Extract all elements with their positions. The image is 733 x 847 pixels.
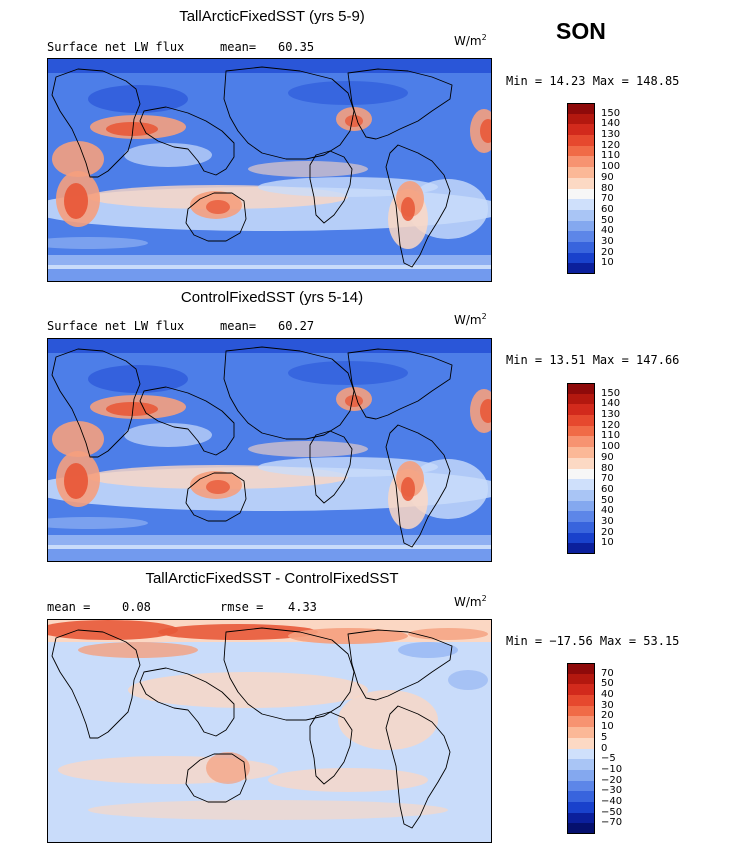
colorbar-frame — [567, 383, 595, 554]
panel-2-mean-value: 60.27 — [278, 319, 315, 333]
colorbar-tick-label: 50 — [601, 214, 614, 226]
colorbar-tick-label: −40 — [601, 795, 623, 807]
colorbar-tick-label: 130 — [601, 409, 621, 421]
colorbar-tick-label: −30 — [601, 785, 623, 797]
colorbar-tick-label: 140 — [601, 118, 621, 130]
colorbar-tick-label: 20 — [601, 246, 614, 258]
coastlines — [51, 346, 453, 548]
colorbar-tick-label: 20 — [601, 710, 614, 722]
panel-3-rmse-value: 4.33 — [288, 600, 317, 614]
colorbar-tick-label: 90 — [601, 171, 614, 183]
map-field — [48, 59, 491, 281]
colorbar-tick-label: 30 — [601, 699, 614, 711]
colorbar-tick-label: 100 — [601, 161, 621, 173]
colorbar-tick-label: −10 — [601, 763, 623, 775]
colorbar-tick-label: 40 — [601, 505, 614, 517]
colorbar-tick-label: 90 — [601, 451, 614, 463]
panel-2-minmax: Min = 13.51 Max = 147.66 — [506, 353, 680, 367]
colorbar-tick-label: 130 — [601, 129, 621, 141]
colorbar-tick-label: 70 — [601, 667, 614, 679]
colorbar-tick-label: 70 — [601, 473, 614, 485]
panel-1-mean-label: mean= — [220, 40, 257, 54]
colorbar-tick-label: −20 — [601, 774, 623, 786]
colorbar-tick-label: 80 — [601, 462, 614, 474]
panel-2-map — [47, 338, 492, 562]
panel-2-variable-label: Surface net LW flux — [47, 319, 185, 333]
panel-3-rmse-label: rmse = — [220, 600, 264, 614]
panel-1-mean-value: 60.35 — [278, 40, 315, 54]
coastlines — [51, 627, 453, 829]
colorbar-tick-label: 20 — [601, 526, 614, 538]
panel-1-minmax: Min = 14.23 Max = 148.85 — [506, 74, 680, 88]
colorbar-tick-label: 40 — [601, 689, 614, 701]
panel-3-units: W/m2 — [454, 594, 487, 609]
season-label: SON — [556, 18, 606, 44]
colorbar-tick-label: −70 — [601, 817, 623, 829]
colorbar-tick-label: 150 — [601, 387, 621, 399]
colorbar-tick-label: 10 — [601, 257, 614, 269]
colorbar-frame — [567, 103, 595, 274]
colorbar-tick-label: 30 — [601, 235, 614, 247]
panel-3-title: TallArcticFixedSST - ControlFixedSST — [145, 570, 399, 587]
colorbar-tick-label: 30 — [601, 515, 614, 527]
colorbar-tick-label: 0 — [601, 742, 608, 754]
colorbar-tick-label: 50 — [601, 494, 614, 506]
panel-3-minmax: Min = −17.56 Max = 53.15 — [506, 634, 680, 648]
map-field — [48, 339, 491, 561]
panel-1-map — [47, 58, 492, 282]
panel-2-mean-label: mean= — [220, 319, 257, 333]
panel-3-mean-label: mean = — [47, 600, 91, 614]
colorbar-tick-label: 110 — [601, 430, 621, 442]
colorbar-tick-label: 80 — [601, 182, 614, 194]
colorbar-tick-label: −5 — [601, 753, 616, 765]
colorbar-tick-label: 10 — [601, 537, 614, 549]
colorbar-tick-label: 10 — [601, 721, 614, 733]
panel-2-title: ControlFixedSST (yrs 5-14) — [180, 289, 364, 306]
colorbar-tick-label: 5 — [601, 731, 608, 743]
colorbar-tick-label: 60 — [601, 203, 614, 215]
colorbar-tick-label: 110 — [601, 150, 621, 162]
colorbar-tick-label: 100 — [601, 441, 621, 453]
coastlines — [51, 66, 453, 268]
colorbar-tick-label: −50 — [601, 806, 623, 818]
panel-3-mean-value: 0.08 — [122, 600, 151, 614]
colorbar-tick-label: 140 — [601, 398, 621, 410]
colorbar-tick-label: 120 — [601, 419, 621, 431]
map-field — [48, 620, 491, 842]
panel-1-title: TallArcticFixedSST (yrs 5-9) — [179, 8, 365, 25]
colorbar-frame — [567, 663, 595, 834]
panel-1-units: W/m2 — [454, 33, 487, 48]
colorbar-tick-label: 120 — [601, 139, 621, 151]
colorbar-tick-label: 60 — [601, 483, 614, 495]
panel-1-variable-label: Surface net LW flux — [47, 40, 185, 54]
panel-3-map — [47, 619, 492, 843]
colorbar-tick-label: 40 — [601, 225, 614, 237]
panel-2-units: W/m2 — [454, 312, 487, 327]
colorbar-tick-label: 70 — [601, 193, 614, 205]
colorbar-tick-label: 150 — [601, 107, 621, 119]
colorbar-tick-label: 50 — [601, 678, 614, 690]
